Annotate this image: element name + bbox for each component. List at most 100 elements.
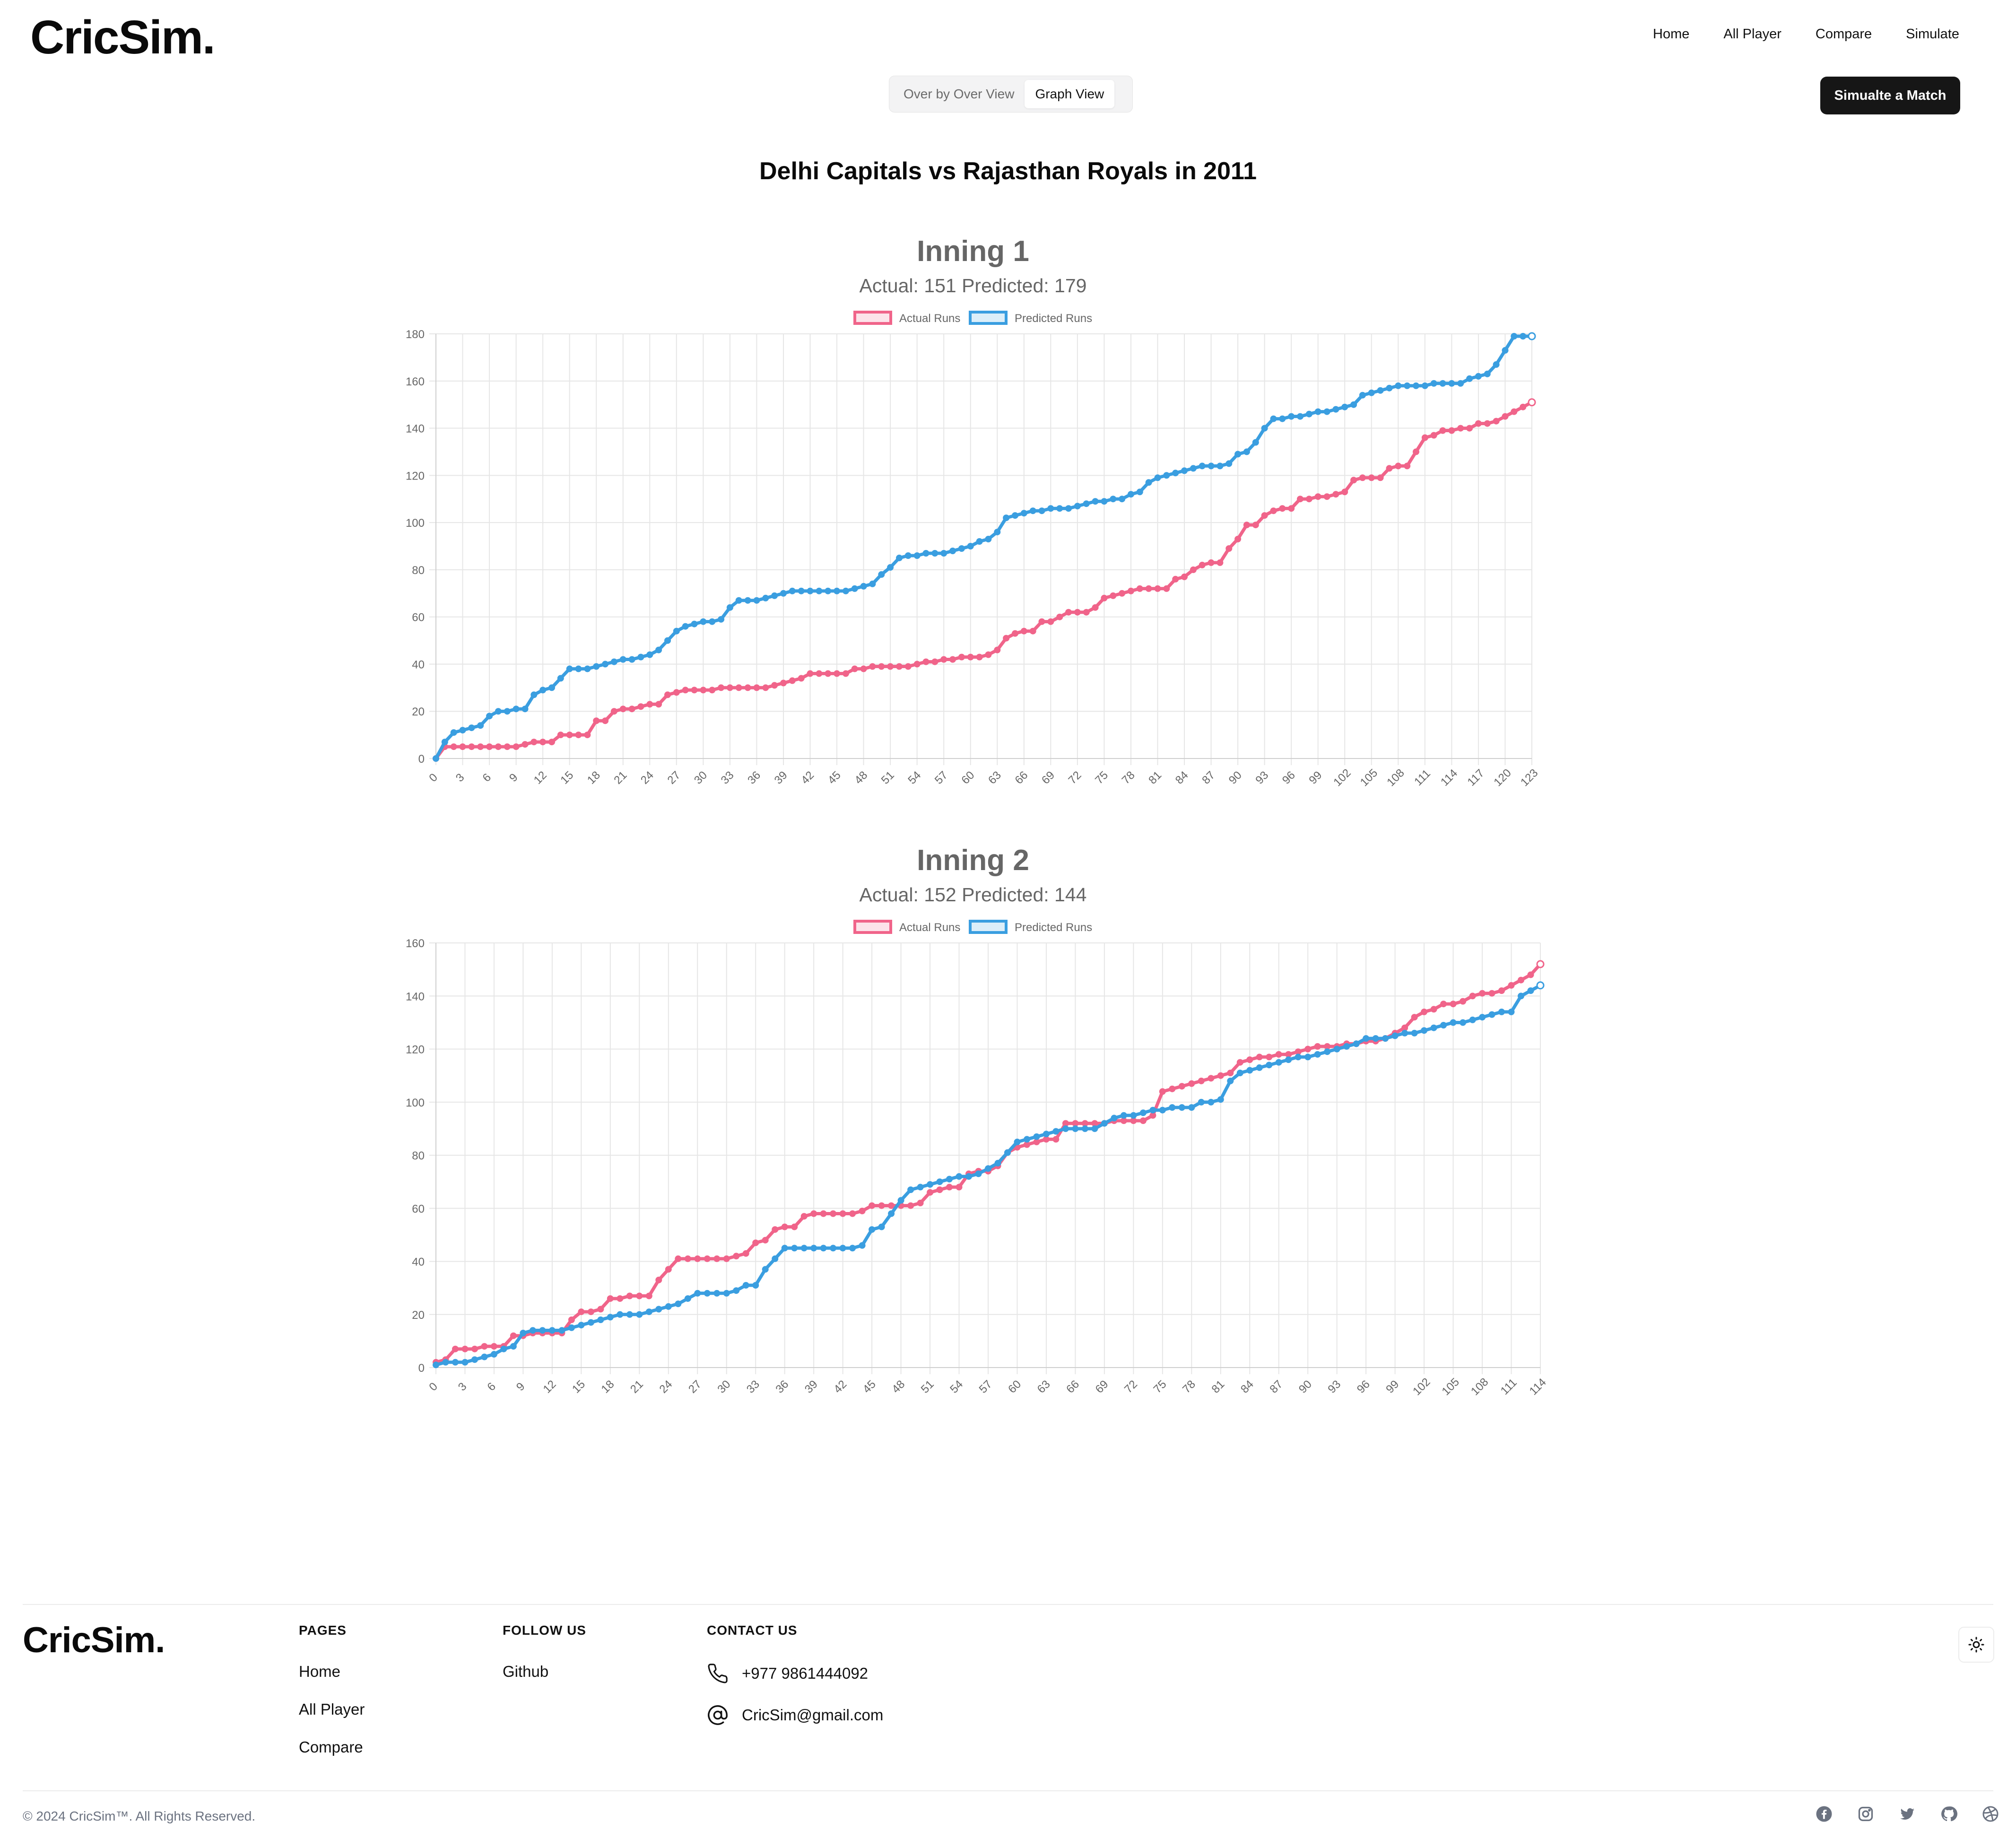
data-point[interactable]	[985, 536, 992, 542]
data-point[interactable]	[1243, 522, 1250, 529]
instagram-icon[interactable]	[1857, 1805, 1874, 1822]
data-point[interactable]	[1304, 1046, 1312, 1053]
data-point[interactable]	[459, 727, 466, 734]
data-point[interactable]	[602, 661, 609, 668]
data-point[interactable]	[1056, 613, 1063, 620]
data-point[interactable]	[1377, 474, 1384, 481]
data-point[interactable]	[1225, 460, 1233, 467]
data-point[interactable]	[713, 1255, 721, 1262]
data-point[interactable]	[1038, 618, 1045, 625]
data-point[interactable]	[1475, 420, 1482, 427]
data-point[interactable]	[807, 670, 814, 677]
data-point[interactable]	[1279, 415, 1286, 422]
data-point[interactable]	[1502, 347, 1509, 354]
data-point[interactable]	[1448, 427, 1455, 434]
data-point[interactable]	[1208, 1075, 1215, 1082]
data-point[interactable]	[834, 587, 840, 594]
data-point[interactable]	[1038, 507, 1045, 514]
data-point[interactable]	[1332, 491, 1339, 498]
data-point[interactable]	[940, 550, 947, 557]
data-point[interactable]	[762, 1237, 769, 1244]
data-point[interactable]	[1083, 609, 1090, 616]
data-point[interactable]	[675, 1255, 682, 1262]
data-point[interactable]	[1270, 507, 1277, 514]
data-point[interactable]	[1502, 413, 1509, 420]
data-point[interactable]	[566, 665, 573, 672]
data-point[interactable]	[1101, 594, 1108, 601]
data-point[interactable]	[468, 724, 475, 732]
data-point[interactable]	[780, 680, 787, 687]
data-point[interactable]	[713, 1290, 721, 1297]
data-point[interactable]	[682, 623, 689, 630]
data-point[interactable]	[1172, 470, 1179, 477]
data-point[interactable]	[958, 654, 965, 661]
data-point[interactable]	[673, 628, 680, 635]
data-point[interactable]	[1072, 1120, 1079, 1127]
data-point[interactable]	[557, 675, 564, 682]
data-point[interactable]	[742, 1250, 749, 1257]
data-point[interactable]	[842, 587, 849, 594]
data-point[interactable]	[607, 1314, 614, 1321]
data-point[interactable]	[744, 597, 751, 604]
data-point[interactable]	[1065, 609, 1072, 616]
data-point[interactable]	[1421, 1027, 1428, 1034]
data-point[interactable]	[529, 1327, 536, 1334]
data-point[interactable]	[1119, 590, 1126, 597]
data-point[interactable]	[798, 587, 805, 594]
data-point[interactable]	[510, 1343, 517, 1350]
data-point[interactable]	[1092, 604, 1099, 611]
data-point[interactable]	[1498, 987, 1505, 994]
data-point[interactable]	[1047, 505, 1054, 512]
data-point[interactable]	[1359, 392, 1366, 399]
data-point[interactable]	[1395, 462, 1402, 470]
data-point[interactable]	[655, 646, 662, 654]
data-point[interactable]	[1359, 474, 1366, 481]
data-point[interactable]	[626, 1292, 633, 1299]
data-point[interactable]	[1169, 1085, 1176, 1092]
data-point[interactable]	[1314, 1043, 1321, 1050]
data-point[interactable]	[936, 1186, 943, 1193]
data-point[interactable]	[1439, 380, 1446, 387]
data-point[interactable]	[1120, 1112, 1127, 1119]
data-point[interactable]	[1528, 398, 1536, 407]
data-point[interactable]	[753, 684, 760, 691]
data-point[interactable]	[1181, 467, 1188, 474]
data-point[interactable]	[967, 543, 974, 549]
data-point[interactable]	[922, 550, 930, 557]
data-point[interactable]	[1101, 1120, 1108, 1127]
data-point[interactable]	[1029, 628, 1036, 635]
data-point[interactable]	[1372, 1035, 1379, 1042]
data-point[interactable]	[1256, 1054, 1263, 1061]
data-point[interactable]	[752, 1282, 759, 1289]
data-point[interactable]	[723, 1290, 730, 1297]
data-point[interactable]	[1014, 1138, 1021, 1145]
data-point[interactable]	[1024, 1136, 1030, 1143]
data-point[interactable]	[1252, 522, 1259, 529]
data-point[interactable]	[646, 701, 653, 708]
data-point[interactable]	[810, 1210, 817, 1217]
dribbble-icon[interactable]	[1982, 1805, 1999, 1822]
data-point[interactable]	[637, 654, 644, 661]
data-point[interactable]	[468, 743, 475, 750]
data-point[interactable]	[1488, 1011, 1495, 1018]
data-point[interactable]	[878, 663, 885, 670]
data-point[interactable]	[1208, 559, 1215, 566]
data-point[interactable]	[704, 1290, 711, 1297]
data-point[interactable]	[1178, 1083, 1185, 1090]
data-point[interactable]	[709, 618, 716, 625]
data-point[interactable]	[557, 732, 564, 739]
data-point[interactable]	[1234, 451, 1242, 458]
data-point[interactable]	[1236, 1059, 1243, 1066]
data-point[interactable]	[1520, 403, 1527, 410]
data-point[interactable]	[645, 1292, 652, 1299]
nav-simulate[interactable]: Simulate	[1906, 26, 1959, 42]
data-point[interactable]	[1110, 592, 1117, 599]
data-point[interactable]	[1511, 333, 1518, 340]
data-point[interactable]	[452, 1345, 459, 1352]
data-point[interactable]	[1430, 432, 1437, 439]
data-point[interactable]	[1323, 493, 1330, 500]
data-point[interactable]	[664, 691, 671, 698]
data-point[interactable]	[646, 651, 653, 658]
data-point[interactable]	[636, 1292, 643, 1299]
data-point[interactable]	[1285, 1056, 1292, 1063]
